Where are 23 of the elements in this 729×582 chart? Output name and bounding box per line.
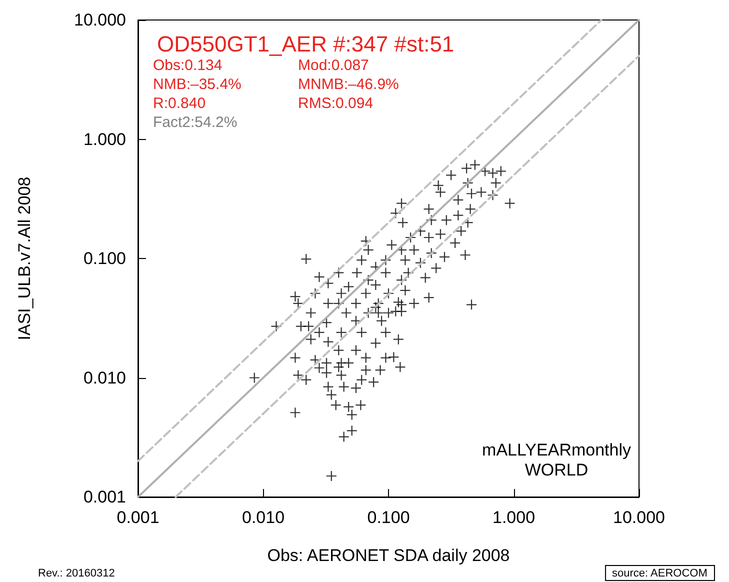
x-tick-label: 0.100 — [367, 508, 410, 527]
x-tick-label: 1.000 — [492, 508, 536, 527]
y-tick-label: 1.000 — [83, 130, 126, 149]
text: Rev.: 20160312 — [38, 568, 115, 580]
y-tick-label: 0.001 — [83, 488, 126, 506]
source-note: source: AEROCOM — [612, 568, 708, 580]
annotation: mALLYEARmonthly WORLD — [482, 440, 632, 480]
text: OD550GT1_AER #:347 #st:51 — [157, 32, 454, 56]
x-tick-label: 0.001 — [116, 508, 160, 527]
annotation: R:0.840 — [153, 95, 206, 112]
x-tick-label: 10.000 — [613, 508, 665, 527]
x-axis-title: Obs: AERONET SDA daily 2008 — [267, 546, 510, 565]
y-tick-label: 0.100 — [83, 249, 126, 268]
annotation: MNMB:–46.9% — [298, 76, 399, 93]
y-axis-title: IASI_ULB.v7.All 2008 — [15, 176, 34, 340]
annotation: RMS:0.094 — [298, 95, 374, 112]
y-tick-label: 0.010 — [83, 368, 126, 388]
y-tick-label: 10.000 — [74, 10, 126, 30]
annotation: Obs:0.134 — [153, 57, 222, 74]
annotation: NMB:–35.4% — [153, 76, 242, 93]
annotation: Mod:0.087 — [298, 57, 369, 74]
annotation: Fact2:54.2% — [153, 114, 238, 131]
x-tick-label: 0.010 — [242, 508, 285, 527]
